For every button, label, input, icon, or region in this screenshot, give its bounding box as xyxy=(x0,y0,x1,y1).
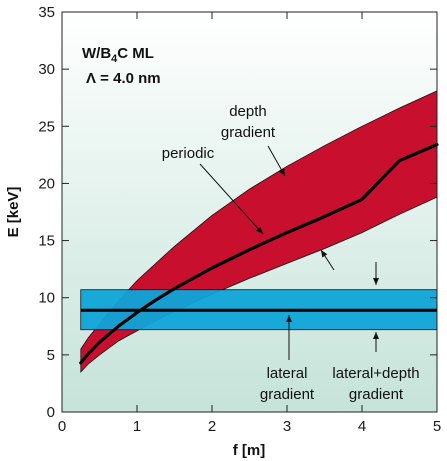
inset-title-sub: 4 xyxy=(111,53,118,65)
inset-title-suffix: C ML xyxy=(117,45,154,62)
anno-lateral-depth-1: lateral+depth xyxy=(332,365,419,382)
periodic-line xyxy=(79,143,439,365)
y-axis-title: E [keV] xyxy=(5,187,22,238)
y-tick-label: 35 xyxy=(38,4,55,21)
anno-depth-gradient-2: gradient xyxy=(221,124,276,141)
anno-lateral-2: gradient xyxy=(260,386,315,403)
y-tick-label: 25 xyxy=(38,118,55,135)
lateral-depth-pointer-bottom-head xyxy=(373,332,379,339)
x-tick-label: 4 xyxy=(358,418,366,435)
y-tick-label: 15 xyxy=(38,233,55,250)
lateral-pointer-head xyxy=(286,315,292,322)
depth-gradient-pointer-upper-head xyxy=(278,168,285,176)
depth-gradient-pointer-lower-head xyxy=(321,250,328,258)
inset-title: W/B4C ML xyxy=(82,45,154,65)
anno-periodic: periodic xyxy=(162,145,215,162)
inset-period: Λ = 4.0 nm xyxy=(86,70,161,87)
x-tick-label: 2 xyxy=(208,418,216,435)
y-tick-label: 30 xyxy=(38,61,55,78)
anno-depth-gradient-1: depth xyxy=(229,103,267,120)
x-axis-title: f [m] xyxy=(233,442,266,459)
y-tick-label: 5 xyxy=(47,347,55,364)
anno-lateral-depth-2: gradient xyxy=(349,386,404,403)
lateral-depth-pointer-top-head xyxy=(373,278,379,285)
anno-lateral-1: lateral xyxy=(267,365,308,382)
x-tick-label: 5 xyxy=(433,418,441,435)
periodic-pointer-head xyxy=(256,226,263,234)
inset-title-main: W/B xyxy=(82,45,111,62)
y-tick-label: 10 xyxy=(38,290,55,307)
x-tick-label: 1 xyxy=(133,418,141,435)
x-tick-label: 0 xyxy=(58,418,66,435)
plot-frame xyxy=(61,11,438,413)
x-tick-label: 3 xyxy=(283,418,291,435)
y-tick-label: 0 xyxy=(47,404,55,421)
periodic-pointer xyxy=(199,163,264,235)
y-tick-label: 20 xyxy=(38,175,55,192)
